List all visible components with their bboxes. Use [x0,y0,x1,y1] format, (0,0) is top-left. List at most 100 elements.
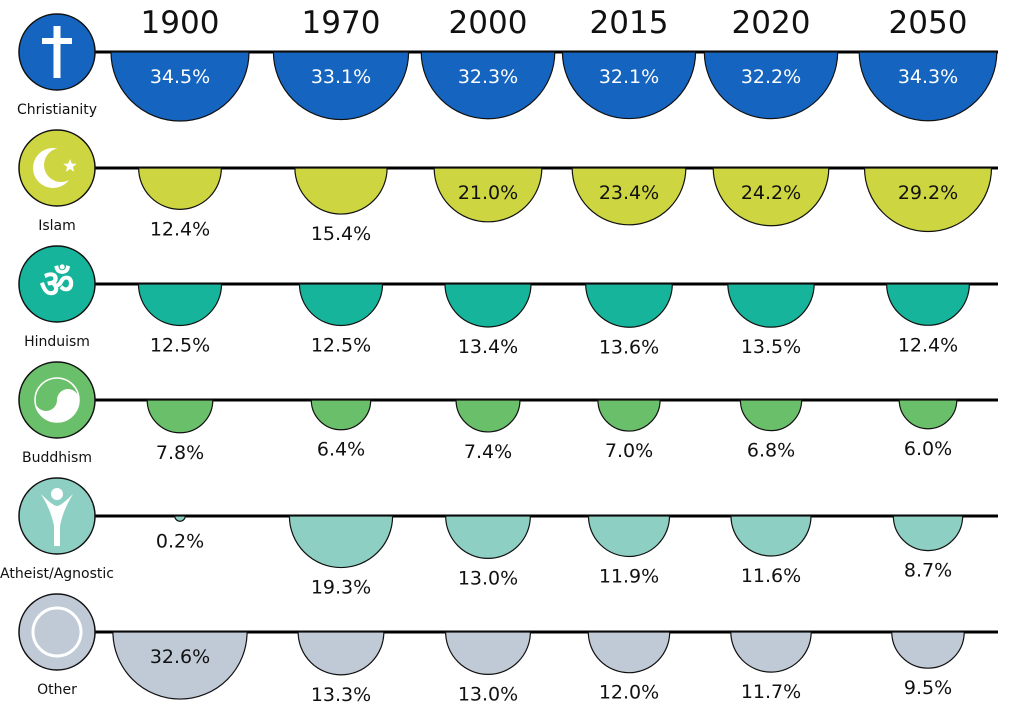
value-label-christianity-2000: 32.3% [458,66,518,88]
svg-text:ॐ: ॐ [40,262,75,306]
value-label-islam-1970: 15.4% [311,223,371,245]
value-label-islam-2020: 24.2% [741,182,801,204]
value-label-hinduism-2015: 13.6% [599,336,659,358]
semicircle-hinduism-2015 [585,283,673,328]
semicircle-other-2015 [587,631,671,674]
semicircle-atheist-agnostic-2050 [892,515,964,552]
religion-label-other: Other [37,682,77,698]
year-label-2015: 2015 [590,5,669,41]
value-label-other-1970: 13.3% [311,684,371,706]
religion-label-christianity: Christianity [17,102,97,118]
value-label-other-1900: 32.6% [150,646,210,668]
value-label-buddhism-2020: 6.8% [747,440,795,462]
semicircle-atheist-agnostic-2020 [730,515,812,557]
year-label-2000: 2000 [449,5,528,41]
row-buddhism: 7.8% 6.4% 7.4% 7.0% 6.8% 6.0% Buddhism [18,361,998,466]
semicircle-christianity-2020 [703,51,839,119]
religion-label-atheist-agnostic: Atheist/Agnostic [0,566,114,582]
semicircle-buddhism-2020 [739,399,803,432]
row-islam: 12.4% 15.4% 21.0% 23.4% 24.2% 29.2% Islam [18,129,998,245]
value-label-other-2000: 13.0% [458,683,518,705]
semicircle-atheist-agnostic-2015 [587,515,671,558]
semicircle-other-1900 [112,631,248,700]
semicircle-buddhism-2015 [597,399,661,432]
value-label-christianity-2020: 32.2% [741,66,801,88]
value-label-islam-1900: 12.4% [150,218,210,240]
value-label-atheist-agnostic-2000: 13.0% [458,567,518,589]
value-label-hinduism-2000: 13.4% [458,336,518,358]
value-label-buddhism-2000: 7.4% [464,441,512,463]
value-label-christianity-2050: 34.3% [898,66,958,88]
semicircle-atheist-agnostic-2000 [445,515,531,559]
row-christianity: 34.5% 33.1% 32.3% 32.1% 32.2% 34.3% Christiani… [17,13,998,122]
semicircle-other-1970 [297,631,385,676]
cross-icon [18,13,96,91]
row-atheist-agnostic: 0.2% 19.3% 13.0% 11.9% 11.6% 8.7% Atheist/Agno… [0,477,998,599]
semicircle-christianity-1970 [272,51,410,121]
semicircle-hinduism-2000 [444,283,532,328]
religion-label-hinduism: Hinduism [24,334,90,350]
value-label-islam-2050: 29.2% [898,182,958,204]
semicircle-christianity-2050 [858,51,998,122]
yin-yang-icon [18,361,96,439]
semicircle-atheist-agnostic-1970 [288,515,394,569]
value-label-atheist-agnostic-1970: 19.3% [311,577,371,599]
value-label-christianity-1900: 34.5% [150,66,210,88]
semicircle-islam-2020 [712,167,830,227]
value-label-atheist-agnostic-2050: 8.7% [904,560,952,582]
value-label-atheist-agnostic-2020: 11.6% [741,565,801,587]
value-label-hinduism-1900: 12.5% [150,335,210,357]
semicircle-buddhism-1900 [146,399,214,434]
religion-label-buddhism: Buddhism [22,450,92,466]
religion-rows: 34.5% 33.1% 32.3% 32.1% 32.2% 34.3% Christiani… [0,13,998,706]
star-and-crescent-icon [18,129,96,207]
value-label-buddhism-2015: 7.0% [605,440,653,462]
year-headers: 1900 1970 2000 2015 2020 2050 [141,5,968,41]
value-label-hinduism-1970: 12.5% [311,335,371,357]
value-label-buddhism-1970: 6.4% [317,439,365,461]
semicircle-islam-2015 [571,167,687,226]
circle-outline-icon [18,593,96,671]
semicircle-other-2000 [445,631,531,675]
semicircle-atheist-agnostic-1900 [174,515,186,522]
year-label-1970: 1970 [302,5,381,41]
semicircle-hinduism-1900 [137,283,223,326]
value-label-other-2015: 12.0% [599,682,659,704]
semicircle-buddhism-2000 [455,399,521,433]
row-hinduism: 12.5% 12.5% 13.4% 13.6% 13.5% 12.4% ॐ Hinduism [18,245,998,358]
value-label-other-2020: 11.7% [741,681,801,703]
year-label-2050: 2050 [889,5,968,41]
semicircle-christianity-1900 [110,51,250,122]
value-label-atheist-agnostic-2015: 11.9% [599,566,659,588]
semicircle-other-2050 [891,631,965,669]
semicircle-hinduism-2020 [727,283,815,328]
semicircle-christianity-2015 [561,51,697,120]
semicircle-islam-2000 [433,167,543,223]
value-label-hinduism-2050: 12.4% [898,334,958,356]
semicircle-islam-2050 [863,167,993,232]
year-label-2020: 2020 [732,5,811,41]
semicircle-christianity-2000 [420,51,556,120]
value-label-atheist-agnostic-1900: 0.2% [156,530,204,552]
value-label-buddhism-2050: 6.0% [904,438,952,460]
value-label-christianity-2015: 32.1% [599,66,659,88]
value-label-other-2050: 9.5% [904,677,952,699]
semicircle-islam-1900 [138,167,222,210]
value-label-islam-2000: 21.0% [458,182,518,204]
semicircle-buddhism-2050 [898,399,958,430]
value-label-buddhism-1900: 7.8% [156,442,204,464]
om-icon: ॐ [18,245,96,323]
religion-label-islam: Islam [38,218,76,234]
value-label-islam-2015: 23.4% [599,182,659,204]
value-label-christianity-1970: 33.1% [311,66,371,88]
semicircle-islam-1970 [294,167,388,215]
value-label-hinduism-2020: 13.5% [741,336,801,358]
semicircle-hinduism-1970 [298,283,384,326]
semicircle-hinduism-2050 [886,283,970,326]
semicircle-other-2020 [730,631,812,673]
year-label-1900: 1900 [141,5,220,41]
happy-human-icon [18,477,96,555]
row-other: 32.6% 13.3% 13.0% 12.0% 11.7% 9.5% Other [18,593,998,706]
semicircle-buddhism-1970 [310,399,372,431]
